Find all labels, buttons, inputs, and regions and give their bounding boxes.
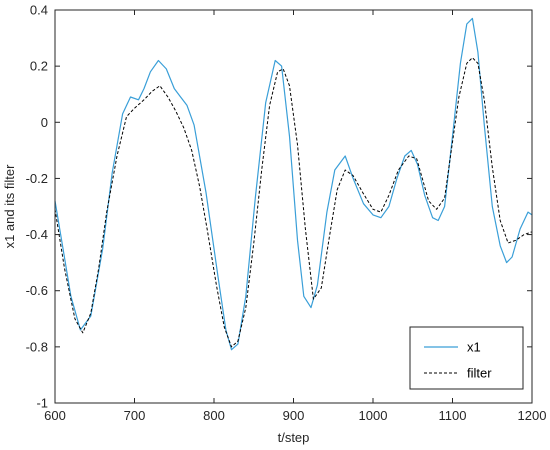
x-tick-label: 700 — [124, 408, 146, 423]
ticks-layer: 600 700 800 900 1000 1100 1200 -1 -0.8 -0.6 -0.4 -0… — [26, 3, 547, 424]
x-tick-label: 900 — [283, 408, 305, 423]
x-tick-label: 600 — [44, 408, 66, 423]
y-tick-label: -0.4 — [26, 227, 48, 242]
legend-label-filter: filter — [467, 366, 492, 381]
legend: x1 filter — [409, 326, 524, 390]
y-tick-label: 0.2 — [30, 59, 48, 74]
legend-label-x1: x1 — [467, 340, 481, 355]
y-tick-label: -1 — [36, 396, 48, 411]
y-tick-label: -0.2 — [26, 171, 48, 186]
x-tick-label: 1000 — [359, 408, 388, 423]
x-tick-label: 1100 — [439, 408, 467, 423]
x-tick-label: 800 — [203, 408, 225, 423]
series-line-filter — [54, 57, 533, 348]
x-axis-label: t/step — [278, 430, 310, 445]
y-tick-label: 0.4 — [30, 3, 48, 18]
y-tick-label: -0.6 — [26, 283, 48, 298]
y-axis-label: x1 and its filter — [2, 164, 17, 248]
series-line-x1 — [54, 17, 533, 351]
y-tick-label: -0.8 — [26, 339, 48, 354]
legend-box — [409, 326, 524, 390]
y-tick-label: 0 — [41, 115, 48, 130]
x-tick-label: 1200 — [518, 408, 547, 423]
series-layer — [54, 17, 533, 351]
